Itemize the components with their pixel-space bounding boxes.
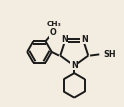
- Text: N: N: [71, 61, 78, 70]
- Text: CH₃: CH₃: [47, 21, 62, 27]
- Text: O: O: [49, 28, 56, 37]
- Text: N: N: [61, 35, 68, 44]
- Text: N: N: [81, 35, 88, 44]
- Text: SH: SH: [103, 50, 116, 59]
